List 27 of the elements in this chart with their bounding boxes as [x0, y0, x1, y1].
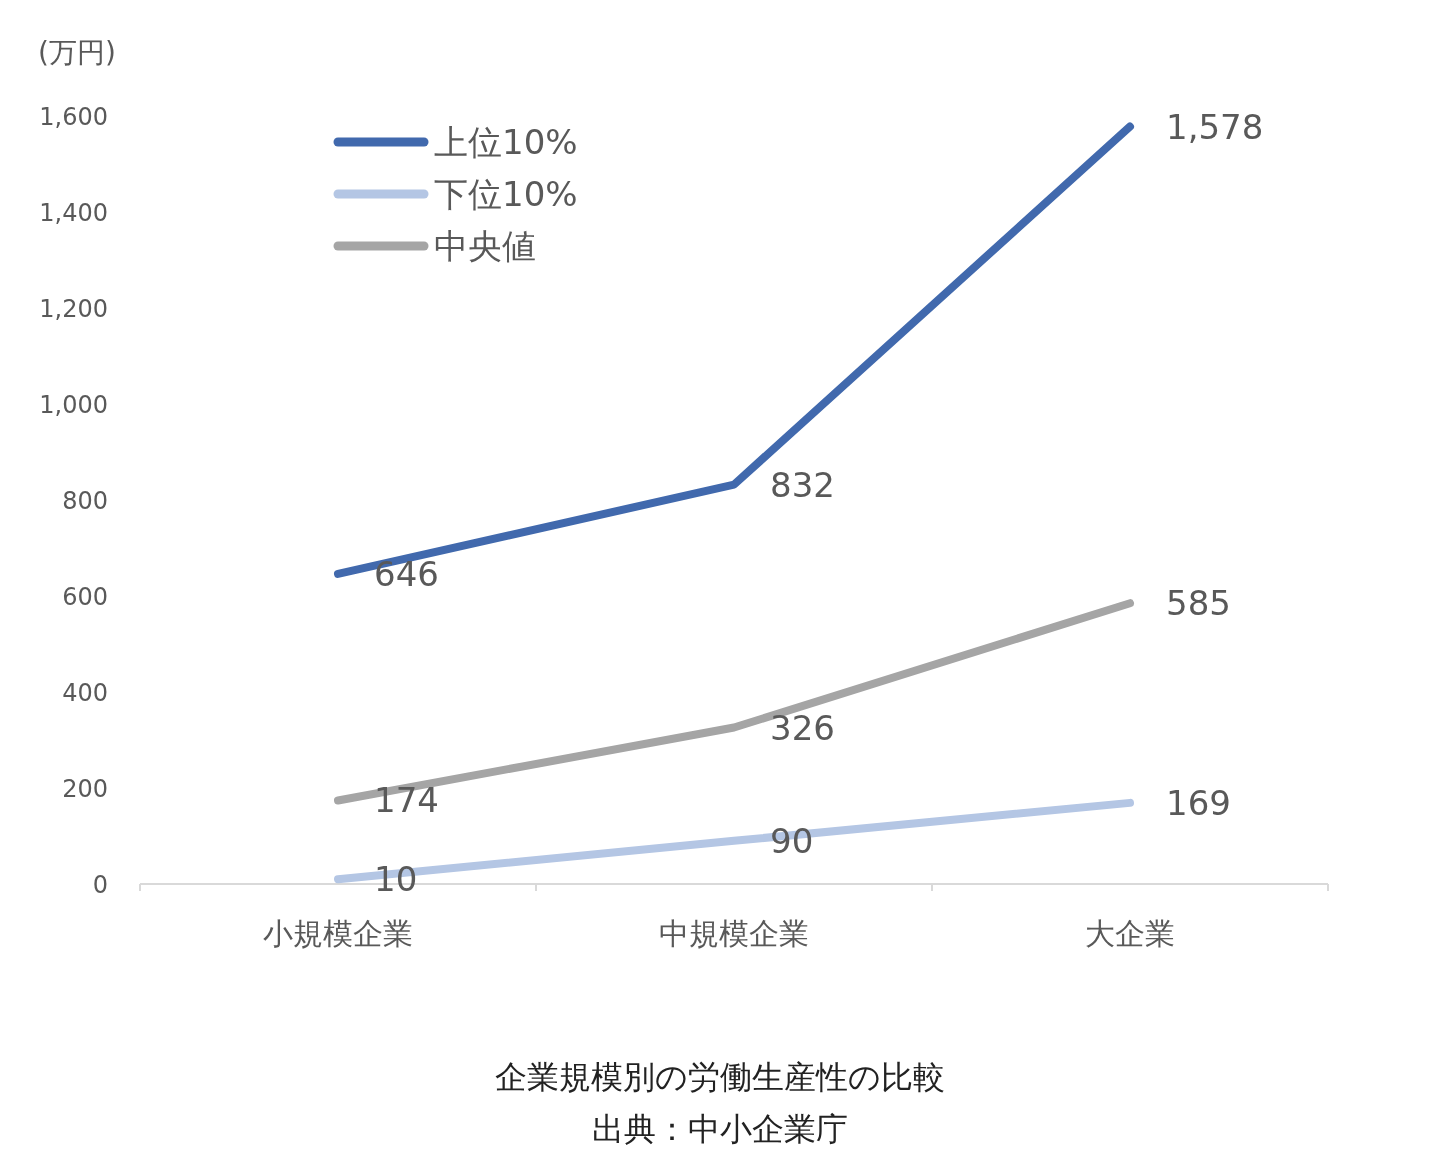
- data-label: 174: [374, 780, 439, 821]
- x-tick-label: 小規模企業: [263, 916, 413, 951]
- y-tick-label: 400: [62, 679, 108, 707]
- data-label: 90: [770, 820, 814, 861]
- legend-label: 上位10%: [434, 122, 578, 162]
- y-tick-label: 600: [62, 583, 108, 611]
- y-axis-title: (万円): [38, 36, 116, 69]
- data-label: 832: [770, 464, 835, 505]
- data-label: 10: [374, 859, 418, 900]
- data-label: 326: [770, 707, 835, 748]
- source-note: 出典：中小企業庁: [592, 1110, 848, 1148]
- legend-label: 下位10%: [434, 174, 578, 214]
- data-label: 646: [374, 553, 439, 594]
- data-label: 585: [1166, 583, 1231, 624]
- y-tick-label: 800: [62, 487, 108, 515]
- x-tick-label: 大企業: [1085, 916, 1175, 951]
- y-tick-label: 1,000: [39, 391, 108, 419]
- legend-label: 中央値: [434, 226, 536, 266]
- data-label: 1,578: [1166, 106, 1264, 147]
- text: 企業規模別の労働生産性の比較: [495, 1058, 945, 1096]
- y-tick-label: 1,600: [39, 103, 108, 131]
- data-label: 169: [1166, 782, 1231, 823]
- y-tick-label: 1,400: [39, 199, 108, 227]
- x-tick-label: 中規模企業: [659, 916, 809, 951]
- y-tick-label: 1,200: [39, 295, 108, 323]
- y-tick-label: 0: [92, 871, 108, 899]
- y-tick-label: 200: [62, 775, 108, 803]
